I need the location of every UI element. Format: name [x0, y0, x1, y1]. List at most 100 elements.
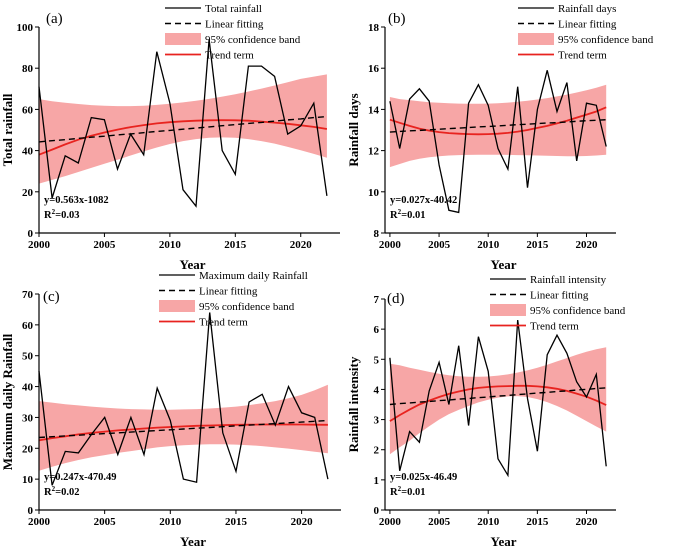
y-tick-label: 6	[374, 324, 380, 336]
x-tick-label: 2015	[224, 239, 247, 251]
x-axis-title: Year	[491, 257, 517, 272]
y-tick-label: 5	[374, 354, 380, 366]
legend-label: Rainfall intensity	[530, 274, 607, 286]
y-axis-title: Total rainfall	[0, 93, 15, 166]
legend-swatch-band	[159, 300, 195, 312]
x-tick-label: 2005	[428, 516, 451, 528]
x-tick-label: 2000	[379, 516, 402, 528]
y-tick-label: 40	[22, 382, 34, 394]
observed-series-line	[389, 70, 607, 214]
legend-label: Linear fitting	[205, 19, 264, 31]
x-tick-label: 2005	[428, 239, 451, 251]
x-tick-label: 2020	[291, 516, 314, 528]
panel-label: (d)	[387, 291, 405, 307]
legend-label: Maximum daily Rainfall	[199, 270, 308, 282]
x-axis-title: Year	[180, 257, 206, 272]
panel-c: 2000 2005 2010 2015 2020 0 10 20 30 40 50 60 70 Year M…	[0, 270, 341, 549]
x-axis-title: Year	[491, 534, 517, 549]
legend-label: 95% confidence band	[205, 34, 301, 46]
y-tick-label: 4	[374, 384, 380, 396]
y-tick-label: 0	[28, 228, 34, 240]
y-tick-label: 7	[374, 294, 380, 306]
legend-label: Linear fitting	[199, 286, 258, 298]
panel-b: 2000 2005 2010 2015 2020 8 10 12 14 16 18 Year Rainf…	[346, 3, 654, 272]
y-tick-label: 10	[368, 187, 380, 199]
y-tick-label: 60	[22, 320, 34, 332]
legend-label: 95% confidence band	[199, 301, 295, 313]
r2-label: R2=0.01	[390, 208, 425, 221]
panel-label: (c)	[43, 289, 60, 305]
legend-label: Trend term	[558, 50, 607, 62]
x-tick-label: 2015	[225, 516, 248, 528]
linear-fitting-line	[389, 387, 607, 406]
confidence-band	[389, 84, 607, 168]
r2-label: R2=0.02	[44, 485, 79, 498]
panel-label: (a)	[46, 11, 63, 27]
y-tick-label: 20	[22, 187, 34, 199]
legend-swatch-band	[165, 33, 201, 45]
y-axis-title: Rainfall intensity	[346, 356, 361, 452]
y-tick-label: 16	[368, 63, 380, 75]
r2-label: R2=0.03	[44, 208, 79, 221]
equation-label: y=0.247x-470.49	[44, 472, 116, 483]
linear-fitting-line	[38, 115, 327, 143]
x-tick-label: 2020	[576, 239, 599, 251]
x-tick-label: 2010	[477, 239, 500, 251]
legend: Rainfall intensity Linear fitting 95% conf…	[490, 274, 626, 333]
legend-label: Trend term	[530, 321, 579, 333]
confidence-band	[39, 384, 328, 471]
x-tick-label: 2020	[290, 239, 313, 251]
equation-label: y=0.025x-46.49	[390, 472, 457, 483]
observed-series-line	[38, 39, 328, 208]
y-tick-label: 1	[374, 475, 380, 487]
linear-fitting-line	[389, 119, 607, 133]
x-tick-label: 2005	[94, 516, 117, 528]
y-tick-label: 50	[22, 351, 34, 363]
y-tick-label: 3	[374, 415, 380, 427]
legend-label: Trend term	[199, 317, 248, 329]
confidence-band	[389, 347, 607, 455]
panel-a: 2000 2005 2010 2015 2020 0 20 40 60 80 100 Year Tota…	[0, 3, 340, 272]
panel-d: 2000 2005 2010 2015 2020 0 1 2 3 4 5 6 7 Year Rainfall…	[346, 274, 626, 549]
legend-label: Rainfall days	[558, 3, 616, 15]
y-tick-label: 8	[374, 228, 380, 240]
linear-fitting-line	[38, 419, 328, 439]
x-tick-label: 2010	[159, 516, 182, 528]
y-tick-label: 10	[22, 474, 34, 486]
panel-label: (b)	[388, 11, 406, 27]
x-tick-label: 2010	[477, 516, 500, 528]
trend-term-line	[389, 106, 607, 136]
x-axis-title: Year	[180, 534, 206, 549]
observed-series-line	[38, 312, 329, 486]
y-tick-label: 0	[28, 505, 34, 517]
legend: Rainfall days Linear fitting 95% confidenc…	[518, 3, 654, 62]
x-tick-label: 2000	[379, 239, 402, 251]
x-tick-label: 2020	[576, 516, 599, 528]
trend-term-line	[38, 423, 328, 442]
legend-label: Total rainfall	[205, 3, 262, 15]
y-axis-title: Maximum daily Rainfall	[0, 333, 15, 470]
equation-label: y=0.027x-40.42	[390, 195, 457, 206]
y-tick-label: 12	[368, 146, 380, 158]
x-tick-label: 2015	[526, 516, 549, 528]
x-tick-label: 2000	[28, 239, 51, 251]
legend: Total rainfall Linear fitting 95% confiden…	[165, 3, 301, 62]
y-tick-label: 70	[22, 289, 34, 301]
y-tick-label: 14	[368, 104, 380, 116]
y-tick-label: 40	[22, 146, 34, 158]
r2-label: R2=0.01	[390, 485, 425, 498]
y-tick-label: 2	[374, 445, 380, 457]
legend-swatch-band	[518, 33, 554, 45]
legend-label: Linear fitting	[530, 290, 589, 302]
y-tick-label: 100	[17, 22, 34, 34]
equation-label: y=0.563x-1082	[44, 195, 109, 206]
y-tick-label: 60	[22, 104, 34, 116]
y-tick-label: 0	[374, 505, 380, 517]
x-tick-label: 2010	[159, 239, 182, 251]
legend-label: Trend term	[205, 50, 254, 62]
y-tick-label: 18	[368, 22, 380, 34]
y-tick-label: 30	[22, 412, 34, 424]
x-tick-label: 2005	[93, 239, 116, 251]
legend-label: Linear fitting	[558, 19, 617, 31]
